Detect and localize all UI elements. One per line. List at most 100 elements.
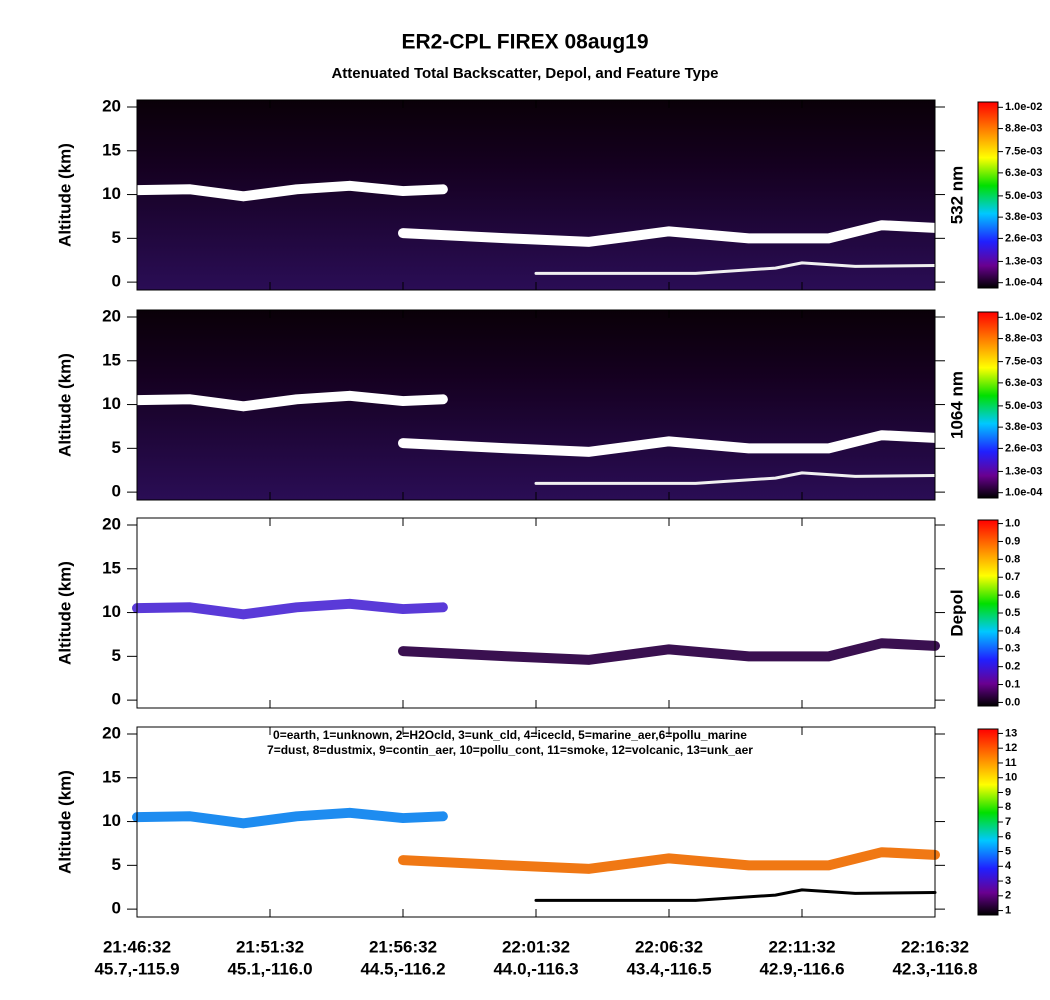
colorbar-label: Depol <box>947 589 966 636</box>
x-tick-position: 45.7,-115.9 <box>94 959 179 978</box>
colorbar-tick-label: 2 <box>1005 890 1011 902</box>
colorbar-tick-label: 13 <box>1005 727 1017 739</box>
colorbar-tick-label: 7 <box>1005 816 1011 828</box>
feature-layer <box>534 261 937 275</box>
chart-subtitle: Attenuated Total Backscatter, Depol, and… <box>331 65 718 82</box>
feature-layer <box>398 430 940 457</box>
colorbar-tick-label: 0.7 <box>1005 571 1020 583</box>
x-tick-label: 21:46:32 <box>103 937 171 956</box>
colorbar <box>977 519 999 707</box>
x-tick-label: 21:51:32 <box>236 937 304 956</box>
feature-layer <box>398 638 940 665</box>
y-axis-label: Altitude (km) <box>55 561 74 665</box>
x-tick-position: 44.5,-116.2 <box>360 959 445 978</box>
y-tick-label: 10 <box>102 811 121 830</box>
colorbar-tick-label: 2.6e-03 <box>1005 442 1042 454</box>
y-tick-label: 20 <box>102 723 121 742</box>
colorbar-tick-label: 3 <box>1005 875 1011 887</box>
colorbar-tick-label: 3.8e-03 <box>1005 421 1042 433</box>
colorbar-tick-label: 11 <box>1005 757 1017 769</box>
x-tick-position: 45.1,-116.0 <box>227 959 312 978</box>
colorbar-tick-label: 1.0 <box>1005 517 1020 529</box>
colorbar-tick-label: 6 <box>1005 831 1011 843</box>
colorbar <box>977 311 999 499</box>
colorbar-tick-label: 2.6e-03 <box>1005 232 1042 244</box>
colorbar-tick-label: 1.3e-03 <box>1005 465 1042 477</box>
feature-layer <box>534 471 937 485</box>
x-tick-position: 43.4,-116.5 <box>626 959 711 978</box>
colorbar-tick-label: 1.0e-02 <box>1005 311 1042 323</box>
feature-layer <box>132 390 448 412</box>
y-tick-label: 15 <box>102 767 121 786</box>
y-tick-label: 0 <box>112 690 121 709</box>
y-axis-label: Altitude (km) <box>55 770 74 874</box>
colorbar-tick-label: 7.5e-03 <box>1005 146 1042 158</box>
colorbar-tick-label: 0.6 <box>1005 589 1020 601</box>
colorbar-tick-label: 1.0e-04 <box>1005 487 1043 499</box>
x-tick-label: 22:06:32 <box>635 937 703 956</box>
feature-layer <box>132 180 448 202</box>
chart-title: ER2-CPL FIREX 08aug19 <box>401 31 648 54</box>
colorbar-tick-label: 1.0e-04 <box>1005 277 1043 289</box>
y-tick-label: 15 <box>102 140 121 159</box>
y-tick-label: 15 <box>102 350 121 369</box>
y-tick-label: 5 <box>112 438 121 457</box>
colorbar-tick-label: 8.8e-03 <box>1005 122 1042 134</box>
colorbar <box>977 101 999 289</box>
y-tick-label: 10 <box>102 394 121 413</box>
colorbar-tick-label: 0.4 <box>1005 625 1021 637</box>
feature-layer <box>132 598 448 620</box>
y-axis-label: Altitude (km) <box>55 353 74 457</box>
annotation: 0=earth, 1=unknown, 2=H2Ocld, 3=unk_cld,… <box>273 728 747 742</box>
colorbar-tick-label: 0.0 <box>1005 696 1020 708</box>
colorbar-tick-label: 9 <box>1005 786 1011 798</box>
y-tick-label: 0 <box>112 482 121 501</box>
colorbar-tick-label: 0.5 <box>1005 607 1020 619</box>
feature-layer <box>398 220 940 247</box>
y-tick-label: 10 <box>102 184 121 203</box>
colorbar-tick-label: 1.0e-02 <box>1005 101 1042 113</box>
x-tick-position: 42.9,-116.6 <box>759 959 844 978</box>
colorbar-tick-label: 12 <box>1005 742 1017 754</box>
colorbar-tick-label: 0.9 <box>1005 535 1020 547</box>
y-tick-label: 5 <box>112 228 121 247</box>
colorbar-label: 1064 nm <box>947 371 966 439</box>
x-tick-position: 44.0,-116.3 <box>493 959 578 978</box>
colorbar-tick-label: 10 <box>1005 772 1017 784</box>
colorbar-tick-label: 8.8e-03 <box>1005 332 1042 344</box>
x-tick-label: 22:16:32 <box>901 937 969 956</box>
y-tick-label: 20 <box>102 514 121 533</box>
colorbar-tick-label: 4 <box>1005 860 1012 872</box>
colorbar-tick-label: 3.8e-03 <box>1005 211 1042 223</box>
colorbar-tick-label: 5.0e-03 <box>1005 400 1042 412</box>
feature-layer <box>534 888 937 902</box>
y-tick-label: 10 <box>102 602 121 621</box>
feature-layer <box>132 807 448 829</box>
colorbar-tick-label: 7.5e-03 <box>1005 356 1042 368</box>
x-tick-label: 21:56:32 <box>369 937 437 956</box>
x-tick-label: 22:11:32 <box>768 937 835 956</box>
colorbar-label: 532 nm <box>947 166 966 225</box>
colorbar-tick-label: 0.8 <box>1005 553 1020 565</box>
y-axis-label: Altitude (km) <box>55 143 74 247</box>
y-tick-label: 20 <box>102 306 121 325</box>
y-tick-label: 20 <box>102 96 121 115</box>
colorbar-tick-label: 6.3e-03 <box>1005 167 1042 179</box>
colorbar-tick-label: 5 <box>1005 845 1011 857</box>
y-tick-label: 15 <box>102 558 121 577</box>
x-tick-position: 42.3,-116.8 <box>892 959 977 978</box>
y-tick-label: 0 <box>112 899 121 918</box>
y-tick-label: 0 <box>112 272 121 291</box>
y-tick-label: 5 <box>112 646 121 665</box>
colorbar-tick-label: 1.3e-03 <box>1005 255 1042 267</box>
colorbar-tick-label: 1 <box>1005 904 1011 916</box>
colorbar-tick-label: 5.0e-03 <box>1005 190 1042 202</box>
colorbar-tick-label: 0.3 <box>1005 643 1020 655</box>
colorbar <box>977 728 999 916</box>
feature-layer <box>398 847 940 874</box>
annotation: 7=dust, 8=dustmix, 9=contin_aer, 10=poll… <box>267 743 753 757</box>
x-tick-label: 22:01:32 <box>502 937 570 956</box>
colorbar-tick-label: 0.2 <box>1005 661 1020 673</box>
colorbar-tick-label: 6.3e-03 <box>1005 377 1042 389</box>
